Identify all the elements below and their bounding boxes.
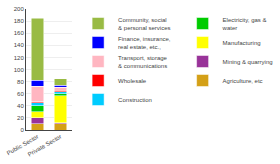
svg-text:100: 100 bbox=[14, 67, 25, 73]
svg-text:Public Sector: Public Sector bbox=[6, 133, 40, 156]
svg-text:Manufacturing: Manufacturing bbox=[223, 40, 261, 46]
svg-text:Finance, insurance,real estate: Finance, insurance,real estate, etc., bbox=[118, 36, 171, 50]
svg-text:Private Sector: Private Sector bbox=[27, 133, 63, 157]
svg-text:Wholesale: Wholesale bbox=[118, 78, 147, 84]
svg-text:120: 120 bbox=[14, 55, 25, 61]
svg-text:140: 140 bbox=[14, 42, 25, 48]
svg-text:40: 40 bbox=[17, 103, 24, 109]
svg-text:Construction: Construction bbox=[118, 97, 152, 103]
svg-text:20: 20 bbox=[17, 115, 24, 121]
svg-text:80: 80 bbox=[17, 79, 24, 85]
svg-text:Electricity, gas &water: Electricity, gas &water bbox=[222, 17, 267, 31]
svg-text:200: 200 bbox=[14, 6, 25, 12]
svg-text:160: 160 bbox=[14, 30, 25, 36]
svg-text:Community, social& personal se: Community, social& personal services bbox=[118, 17, 170, 31]
svg-text:Agriculture, etc: Agriculture, etc bbox=[223, 78, 263, 84]
svg-text:0: 0 bbox=[20, 127, 24, 133]
svg-text:180: 180 bbox=[14, 18, 25, 24]
svg-text:Transport, storage& communicat: Transport, storage& communications bbox=[118, 55, 167, 69]
svg-text:Mining & quarrying: Mining & quarrying bbox=[223, 59, 273, 65]
svg-text:60: 60 bbox=[17, 91, 24, 97]
